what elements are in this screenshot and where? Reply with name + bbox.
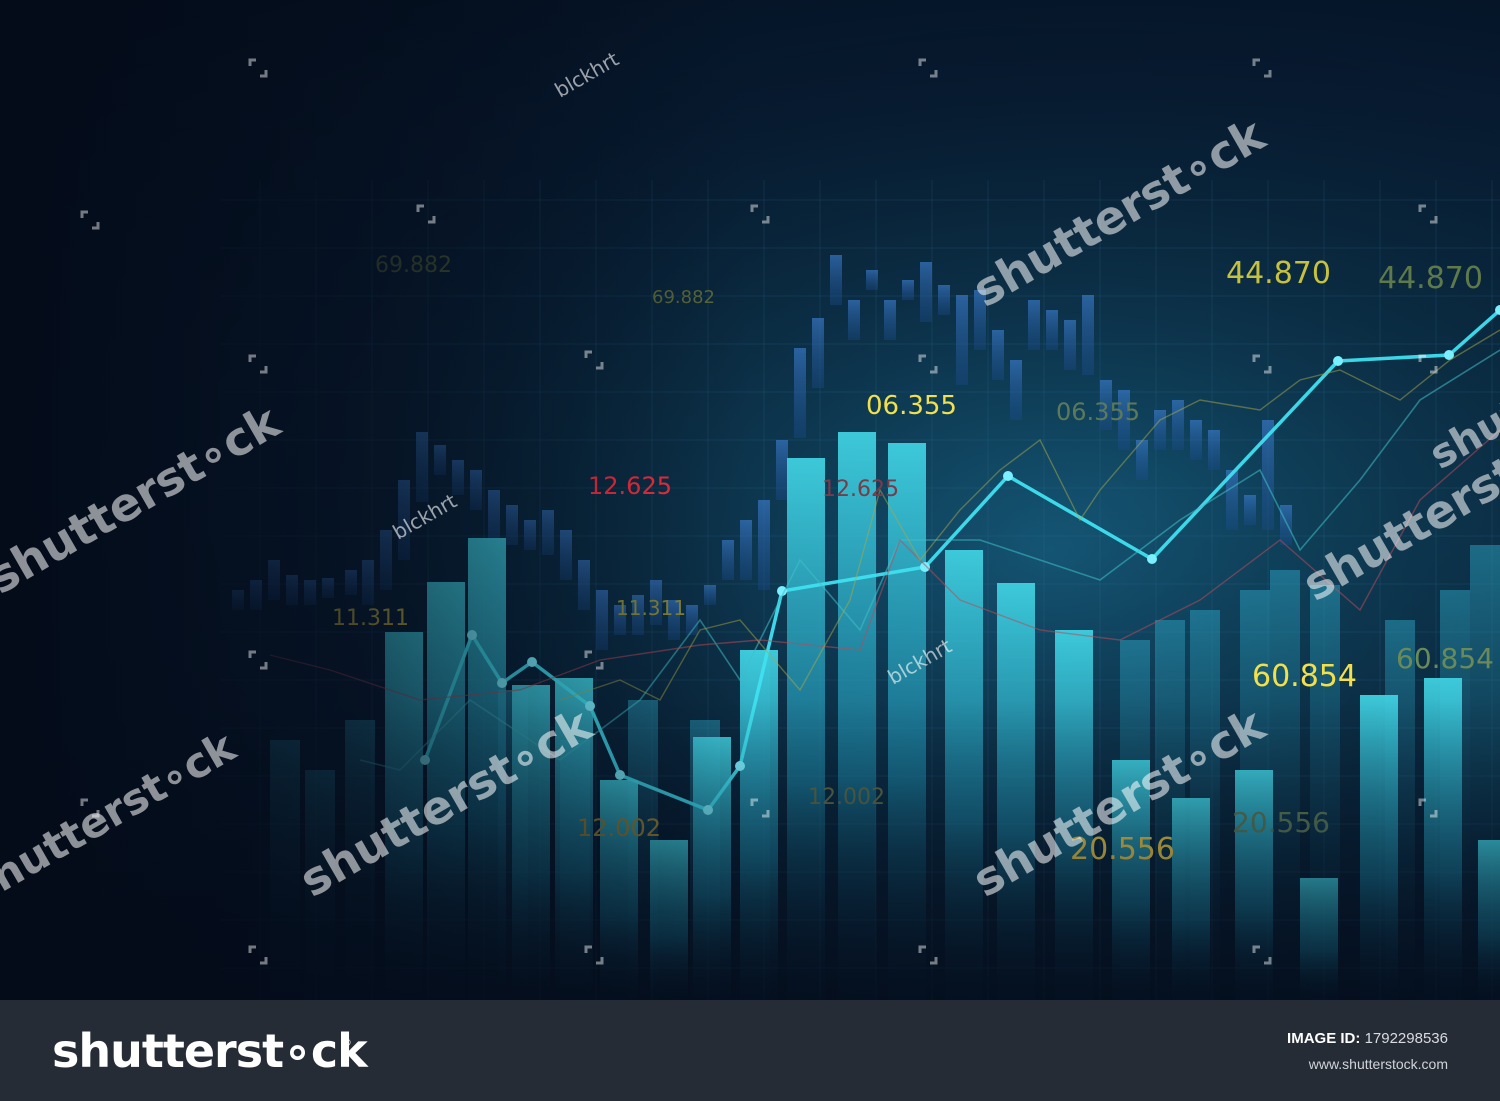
watermark-mark <box>248 945 268 965</box>
watermark-mark-corner <box>1418 354 1426 362</box>
watermark-mark-corner <box>596 662 604 670</box>
watermark-mark <box>1252 58 1272 78</box>
watermark-mark <box>416 204 436 224</box>
watermark-mark-corner <box>930 70 938 78</box>
watermark-mark-corner <box>1252 945 1260 953</box>
watermark-mark <box>248 58 268 78</box>
image-id-label: IMAGE ID: <box>1287 1030 1361 1047</box>
watermark-mark <box>1418 354 1438 374</box>
watermark-mark <box>248 650 268 670</box>
image-id: IMAGE ID: 1792298536 <box>1287 1030 1448 1047</box>
watermark-mark-corner <box>428 216 436 224</box>
watermark-mark-corner <box>1264 366 1272 374</box>
watermark-mark <box>918 354 938 374</box>
watermark-mark-corner <box>918 58 926 66</box>
watermark-mark-corner <box>596 957 604 965</box>
artwork: 69.88269.88244.87044.87006.35506.35512.6… <box>0 0 1500 1000</box>
watermark-mark <box>750 204 770 224</box>
watermark-mark-corner <box>248 58 256 66</box>
watermark-mark-corner <box>584 945 592 953</box>
watermark-mark-corner <box>762 216 770 224</box>
watermark-mark <box>750 798 770 818</box>
brand-logo: shutterst∘ck <box>52 1024 368 1078</box>
watermark-mark-corner <box>918 945 926 953</box>
watermark-mark-corner <box>260 662 268 670</box>
watermark-mark <box>1418 798 1438 818</box>
watermark-mark-corner <box>1264 957 1272 965</box>
image-id-value: 1792298536 <box>1364 1030 1448 1047</box>
watermark-mark-corner <box>1430 216 1438 224</box>
watermark-mark <box>80 798 100 818</box>
watermark-mark-corner <box>584 650 592 658</box>
watermark-mark <box>248 354 268 374</box>
watermark-mark-corner <box>750 204 758 212</box>
watermark-mark-corner <box>930 957 938 965</box>
watermark-mark-corner <box>930 366 938 374</box>
watermark-mark-corner <box>762 810 770 818</box>
watermark-mark-corner <box>260 70 268 78</box>
footer-bar: shutterst∘ck ® IMAGE ID: 1792298536 www.… <box>0 1000 1500 1101</box>
watermark-mark <box>584 650 604 670</box>
watermark-mark-corner <box>92 222 100 230</box>
watermark-mark <box>918 945 938 965</box>
watermark-mark <box>584 945 604 965</box>
watermark-mark-corner <box>416 204 424 212</box>
site-url: www.shutterstock.com <box>1308 1056 1448 1072</box>
watermark-mark-corner <box>248 945 256 953</box>
watermark-mark-corner <box>260 366 268 374</box>
watermark-mark-corner <box>80 798 88 806</box>
watermark-mark-corner <box>1430 366 1438 374</box>
watermark-mark-corner <box>80 210 88 218</box>
watermark-mark-corner <box>248 650 256 658</box>
watermark-mark-corner <box>1418 798 1426 806</box>
watermark-mark <box>918 58 938 78</box>
registered-mark: ® <box>341 1036 352 1049</box>
watermark-mark-corner <box>750 798 758 806</box>
watermark-mark <box>1252 354 1272 374</box>
watermark-mark <box>80 210 100 230</box>
watermark-mark-corner <box>260 957 268 965</box>
watermark-mark <box>1418 204 1438 224</box>
watermark-mark-corner <box>584 350 592 358</box>
watermark-mark-corner <box>596 362 604 370</box>
watermark-mark-corner <box>1252 58 1260 66</box>
watermark-mark-corner <box>1252 354 1260 362</box>
watermark-mark-corner <box>248 354 256 362</box>
watermark-mark-corner <box>918 354 926 362</box>
watermark-mark-corner <box>1418 204 1426 212</box>
watermark-mark <box>584 350 604 370</box>
watermark-mark-corner <box>92 810 100 818</box>
watermark-mark <box>1252 945 1272 965</box>
watermark-mark-corner <box>1264 70 1272 78</box>
stock-chart-photo: 69.88269.88244.87044.87006.35506.35512.6… <box>0 0 1500 1000</box>
watermark-mark-corner <box>1430 810 1438 818</box>
